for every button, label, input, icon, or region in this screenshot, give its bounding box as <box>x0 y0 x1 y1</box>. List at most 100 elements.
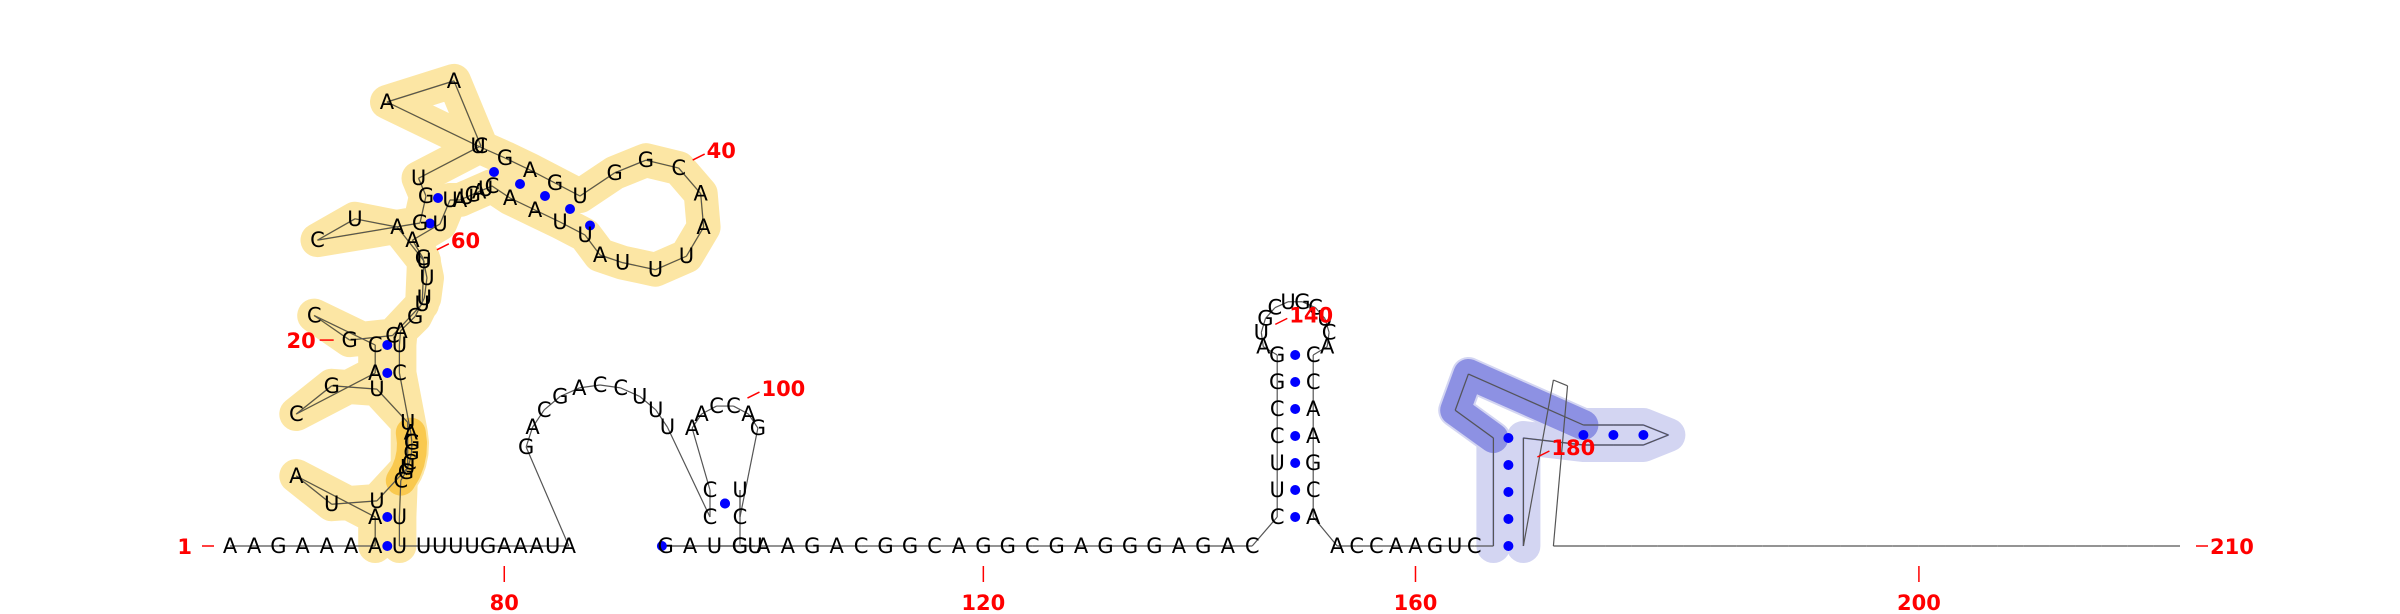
backbone-link <box>317 222 421 241</box>
nucleotide: A <box>453 188 468 212</box>
base-pair-dots <box>382 167 1649 551</box>
nucleotide: C <box>703 478 718 502</box>
nucleotide: A <box>685 416 700 440</box>
nucleotide: U <box>459 185 474 209</box>
position-tick <box>692 153 706 161</box>
nucleotide: U <box>324 492 339 516</box>
backbone-link <box>421 260 425 305</box>
backbone-link <box>1522 379 1554 547</box>
backbone-link <box>411 239 424 259</box>
backbone-link <box>417 177 427 197</box>
nucleotide: A <box>523 158 538 182</box>
backbone-link <box>466 193 474 198</box>
nucleotide: G <box>1269 370 1285 394</box>
nucleotide: G <box>1122 534 1138 558</box>
nucleotide: U <box>707 534 722 558</box>
nucleotide: C <box>593 373 608 397</box>
backbone-link <box>525 446 570 547</box>
nucleotide: A <box>683 534 698 558</box>
nucleotide: C <box>703 505 718 529</box>
backbone-link <box>1552 385 1569 547</box>
nucleotide: G <box>607 161 623 185</box>
backbone-link <box>525 426 534 448</box>
nucleotide: C <box>1268 296 1283 320</box>
nucleotide: A <box>830 534 845 558</box>
nucleotide: C <box>368 333 383 357</box>
position-tick <box>747 391 760 399</box>
backbone-link <box>733 405 749 415</box>
backbone-link <box>509 197 536 211</box>
nucleotide: U <box>400 456 415 480</box>
nucleotide: C <box>613 376 628 400</box>
position-label: 140 <box>1289 303 1333 327</box>
nucleotide: U <box>419 266 434 290</box>
backbone-link <box>560 387 580 397</box>
backbone-link <box>701 405 717 415</box>
nucleotide: A <box>1172 534 1187 558</box>
nucleotide: A <box>572 376 587 400</box>
nucleotide: A <box>1256 335 1271 359</box>
nucleotide: A <box>529 534 544 558</box>
nucleotide: A <box>223 534 238 558</box>
backbone-link <box>485 185 493 190</box>
nucleotide: G <box>404 431 420 455</box>
nucleotide: A <box>393 319 408 343</box>
backbone-link <box>747 413 759 429</box>
nucleotide: C <box>671 156 686 180</box>
backbone-link <box>655 409 668 428</box>
backbone-link <box>376 467 409 502</box>
nucleotide: A <box>390 215 405 239</box>
nucleotide: C <box>1322 320 1337 344</box>
backbone-link <box>295 475 333 505</box>
backbone-link <box>1553 379 1568 387</box>
nucleotide: A <box>447 69 462 93</box>
nucleotide: G <box>465 182 481 206</box>
backbone-link <box>1262 346 1278 356</box>
nucleotide: G <box>1000 534 1016 558</box>
nucleotide: U <box>442 188 457 212</box>
base-pair-dot <box>382 512 393 522</box>
nucleotide: G <box>1146 534 1162 558</box>
backbone-link <box>579 172 615 197</box>
nucleotide: A <box>497 534 512 558</box>
nucleotide: A <box>472 180 487 204</box>
nucleotide: U <box>1447 534 1462 558</box>
position-label: 100 <box>761 377 805 401</box>
backbone-link <box>1260 318 1267 333</box>
nucleotide: A <box>404 421 419 445</box>
nucleotide: A <box>1306 505 1321 529</box>
backbone-link <box>700 193 705 228</box>
nucleotide: U <box>577 223 592 247</box>
backbone-link <box>296 475 376 518</box>
nucleotide: C <box>1369 534 1384 558</box>
nucleotide: A <box>1320 335 1335 359</box>
nucleotide: G <box>407 304 423 328</box>
backbone-link <box>386 80 455 103</box>
nucleotide: G <box>418 184 434 208</box>
backbone-link <box>554 182 581 197</box>
nucleotide: A <box>593 243 608 267</box>
base-pair-dot <box>1503 541 1514 551</box>
nucleotide: U <box>392 333 407 357</box>
backbone-link <box>410 432 413 443</box>
nucleotide: G <box>750 416 766 440</box>
nucleotide: G <box>1269 343 1285 367</box>
nucleotide: A <box>1330 534 1345 558</box>
backbone-link <box>386 101 479 147</box>
nucleotide: C <box>1270 397 1285 421</box>
nucleotide: U <box>369 489 384 513</box>
base-pair-dot <box>656 541 667 551</box>
base-pair-dot <box>382 368 393 378</box>
nucleotide: C <box>726 394 741 418</box>
backbone-link <box>739 427 759 518</box>
nucleotide: U <box>1317 307 1332 331</box>
backbone-link <box>691 413 703 429</box>
nucleotide: C <box>385 324 400 348</box>
nucleotide: A <box>1221 534 1236 558</box>
nucleotide: A <box>1408 534 1423 558</box>
nucleotide: U <box>632 384 647 408</box>
backbone-link <box>1251 516 1278 547</box>
backbone-link <box>1643 424 1669 436</box>
nucleotide: C <box>854 534 869 558</box>
